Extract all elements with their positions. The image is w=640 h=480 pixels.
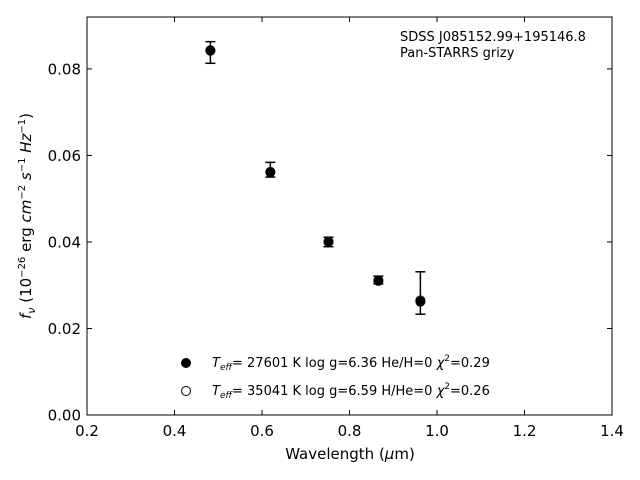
model-point-open xyxy=(323,236,334,247)
data-points xyxy=(205,45,426,307)
model-point-open xyxy=(415,295,426,306)
legend-entry-1: Teff= 27601 K log g=6.36 He/H=0 χ2=0.29 xyxy=(212,354,490,373)
x-tick-label: 0.4 xyxy=(163,422,187,440)
y-tick-label: 0.02 xyxy=(48,320,81,338)
legend-marker-open xyxy=(181,386,191,396)
legend-entry-2: Teff= 35041 K log g=6.59 H/He=0 χ2=0.26 xyxy=(212,382,490,401)
x-tick-label: 0.2 xyxy=(75,422,99,440)
legend: Teff= 27601 K log g=6.36 He/H=0 χ2=0.29 … xyxy=(181,354,490,401)
model-point-open xyxy=(205,45,216,56)
x-axis-label: Wavelength (μm) xyxy=(285,445,415,463)
model-point-open xyxy=(265,167,276,178)
error-bars xyxy=(205,40,426,315)
model-point-open xyxy=(373,275,384,286)
y-tick-label: 0.00 xyxy=(48,407,81,425)
y-tick-label: 0.04 xyxy=(48,233,81,251)
y-axis-label: fν (10−26 erg cm−2 s−1 Hz−1) xyxy=(17,113,38,319)
y-tick-label: 0.06 xyxy=(48,147,81,165)
legend-marker-filled xyxy=(181,358,191,368)
x-tick-label: 0.8 xyxy=(338,422,362,440)
annotation-line-2: Pan-STARRS grizy xyxy=(400,46,515,61)
x-tick-label: 1.2 xyxy=(513,422,537,440)
x-tick-label: 1.4 xyxy=(600,422,624,440)
annotation-line-1: SDSS J085152.99+195146.8 xyxy=(400,30,586,45)
x-tick-label: 1.0 xyxy=(425,422,449,440)
axis-ticks: 0.2 0.4 0.6 0.8 1.0 1.2 1.4 0.00 0.02 0.04 0.06 0.0… xyxy=(48,17,624,440)
x-tick-label: 0.6 xyxy=(250,422,274,440)
y-tick-label: 0.08 xyxy=(48,60,81,78)
